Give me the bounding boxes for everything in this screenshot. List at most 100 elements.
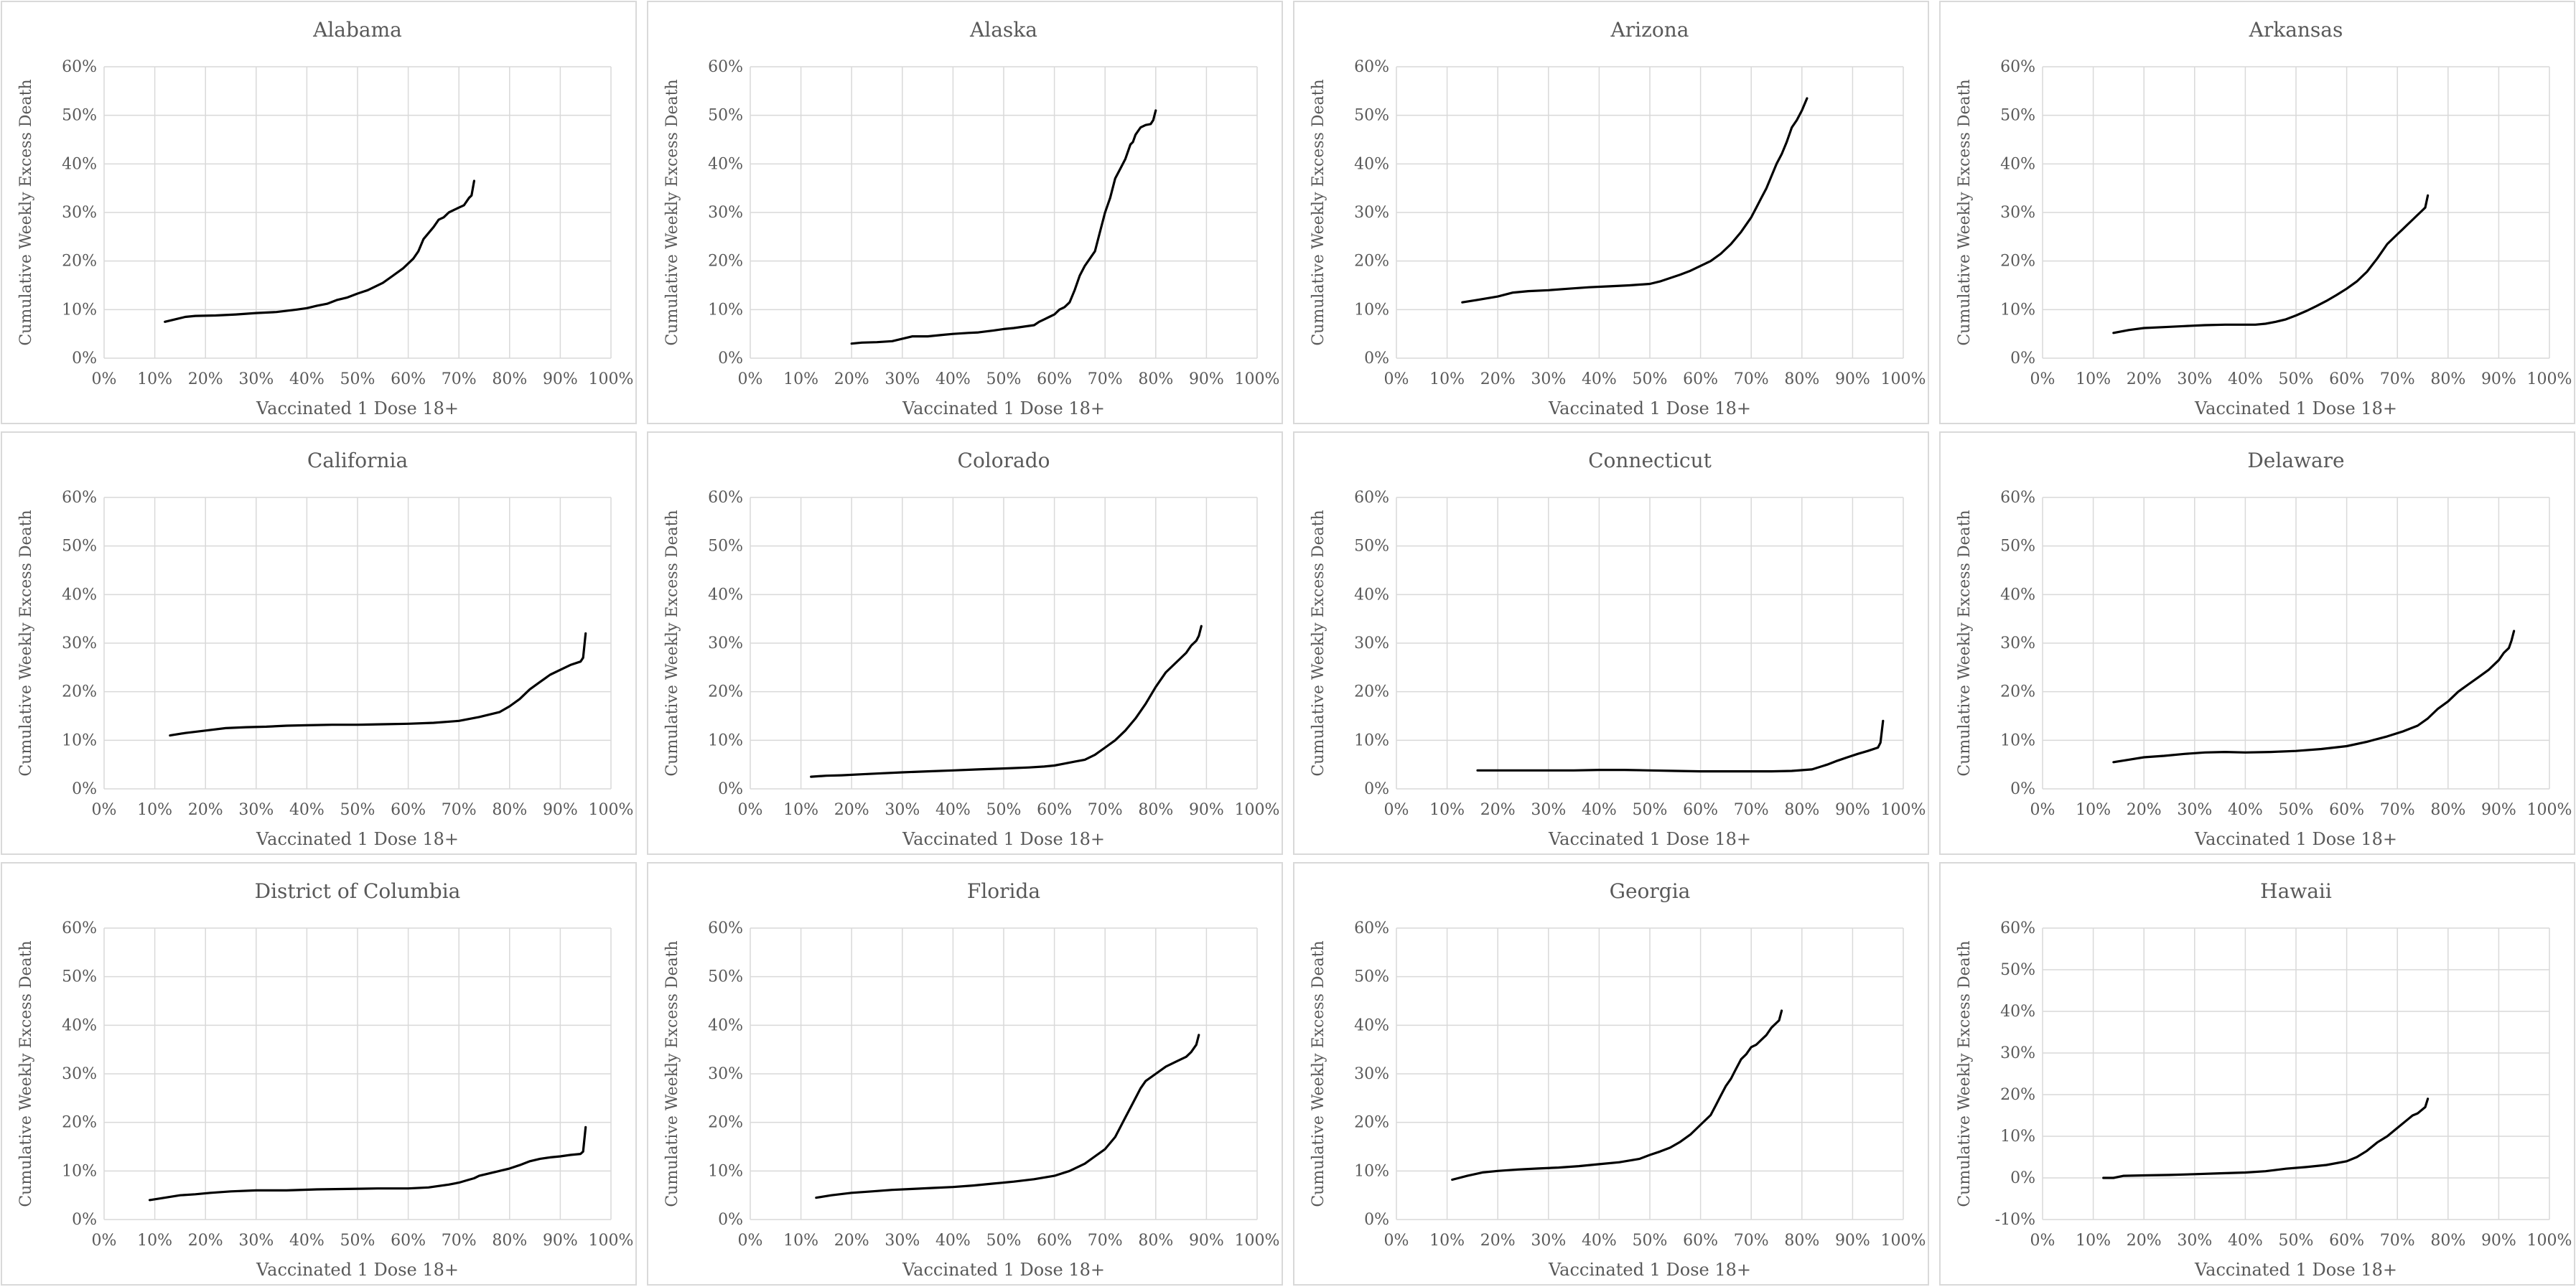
x-tick-label: 50%: [986, 801, 1022, 819]
x-tick-label: 0%: [92, 370, 117, 388]
x-tick-label: 40%: [1582, 1232, 1617, 1250]
x-tick-label: 70%: [442, 801, 477, 819]
chart-svg: Florida 0% 10% 20% 30% 40% 50% 60% 70% 80% 90% 100%…: [663, 879, 1279, 1280]
chart-svg: Delaware 0% 10% 20% 30% 40% 50% 60% 70% 80% 90% 100…: [1956, 449, 2572, 849]
chart-svg: Hawaii 0% 10% 20% 30% 40% 50% 60% 70% 80% 90% 100% -…: [1956, 879, 2572, 1280]
x-tick-label: 20%: [188, 1232, 223, 1250]
x-tick-label: 70%: [442, 370, 477, 388]
y-tick-label: 60%: [1354, 489, 1389, 507]
chart-title: Alabama: [312, 18, 402, 42]
x-tick-label: 30%: [2177, 370, 2212, 388]
x-tick-label: 50%: [1633, 1232, 1668, 1250]
x-tick-label: 40%: [1582, 370, 1617, 388]
y-axis-label: Cumulative Weekly Excess Death: [1310, 510, 1327, 776]
y-tick-label: 0%: [72, 350, 97, 368]
x-axis-label: Vaccinated 1 Dose 18+: [902, 829, 1105, 849]
x-tick-label: 30%: [1531, 370, 1566, 388]
x-tick-label: 10%: [783, 1232, 818, 1250]
x-tick-label: 30%: [238, 801, 274, 819]
x-tick-label: 100%: [1881, 1232, 1926, 1250]
x-tick-label: 30%: [2177, 1232, 2212, 1250]
y-axis-label: Cumulative Weekly Excess Death: [663, 79, 681, 345]
x-tick-label: 30%: [1531, 801, 1566, 819]
chart-svg: Alaska 0% 10% 20% 30% 40% 50% 60% 70% 80% 90% 100% 0…: [663, 18, 1279, 418]
y-tick-label: 60%: [2000, 919, 2035, 937]
y-axis-label: Cumulative Weekly Excess Death: [1956, 510, 1974, 776]
y-axis-label: Cumulative Weekly Excess Death: [663, 940, 681, 1207]
x-tick-label: 40%: [289, 801, 325, 819]
chart-title: Arkansas: [2249, 18, 2343, 42]
x-tick-label: 50%: [2279, 370, 2314, 388]
x-tick-label: 70%: [1088, 1232, 1123, 1250]
x-tick-label: 10%: [137, 370, 172, 388]
y-tick-label: 30%: [708, 635, 743, 652]
y-tick-label: 30%: [708, 204, 743, 222]
chart-title: Florida: [967, 879, 1040, 903]
x-tick-label: 60%: [1683, 370, 1718, 388]
x-tick-label: 10%: [783, 370, 818, 388]
x-tick-label: 50%: [1633, 370, 1668, 388]
y-tick-label: 20%: [2000, 1086, 2035, 1104]
x-tick-label: 100%: [1881, 370, 1926, 388]
x-tick-label: 40%: [935, 1232, 971, 1250]
y-tick-label: 0%: [72, 1211, 97, 1229]
x-tick-label: 30%: [885, 370, 920, 388]
y-tick-label: 40%: [62, 586, 97, 604]
y-tick-label: 20%: [708, 1114, 743, 1132]
x-tick-label: 100%: [589, 370, 634, 388]
y-tick-label: 20%: [1354, 253, 1389, 271]
y-tick-label: 40%: [1354, 155, 1389, 173]
chart-title: California: [307, 449, 408, 472]
x-tick-label: 70%: [442, 1232, 477, 1250]
x-tick-label: 100%: [589, 1232, 634, 1250]
y-tick-label: 50%: [62, 538, 97, 556]
x-tick-label: 0%: [1384, 801, 1409, 819]
series-line: [2112, 630, 2516, 764]
x-tick-label: 90%: [1835, 801, 1870, 819]
y-tick-label: 40%: [708, 586, 743, 604]
x-tick-label: 70%: [1088, 801, 1123, 819]
x-tick-label: 100%: [589, 801, 634, 819]
y-tick-label: 10%: [62, 301, 97, 319]
x-tick-label: 0%: [738, 370, 763, 388]
chart-panel: Hawaii 0% 10% 20% 30% 40% 50% 60% 70% 80% 90% 100% -…: [1939, 862, 2575, 1286]
x-tick-label: 10%: [1429, 801, 1465, 819]
y-tick-label: 10%: [2000, 731, 2035, 749]
y-tick-label: 20%: [2000, 683, 2035, 701]
y-tick-label: 40%: [62, 1016, 97, 1034]
y-tick-label: 60%: [2000, 489, 2035, 507]
y-tick-label: 50%: [2000, 961, 2035, 979]
y-tick-label: 30%: [2000, 635, 2035, 652]
x-tick-label: 0%: [2030, 1232, 2055, 1250]
x-tick-label: 80%: [492, 801, 527, 819]
y-tick-label: 50%: [1354, 538, 1389, 556]
x-axis-label: Vaccinated 1 Dose 18+: [256, 829, 459, 849]
y-tick-label: 20%: [708, 683, 743, 701]
x-tick-label: 0%: [92, 1232, 117, 1250]
y-tick-label: 30%: [1354, 635, 1389, 652]
y-tick-label: 10%: [708, 1162, 743, 1180]
x-tick-label: 80%: [1138, 370, 1173, 388]
y-tick-label: 10%: [62, 731, 97, 749]
x-tick-label: 70%: [1088, 370, 1123, 388]
x-tick-label: 0%: [738, 1232, 763, 1250]
x-axis-label: Vaccinated 1 Dose 18+: [1548, 829, 1751, 849]
x-tick-label: 20%: [188, 801, 223, 819]
x-axis-label: Vaccinated 1 Dose 18+: [256, 1260, 459, 1280]
y-tick-label: 10%: [708, 301, 743, 319]
y-tick-label: 30%: [62, 204, 97, 222]
y-axis-label: Cumulative Weekly Excess Death: [663, 510, 681, 776]
x-tick-label: 30%: [238, 370, 274, 388]
x-tick-label: 30%: [885, 801, 920, 819]
x-tick-label: 20%: [2127, 1232, 2162, 1250]
x-tick-label: 60%: [2329, 801, 2364, 819]
y-tick-label: 40%: [708, 1016, 743, 1034]
chart-svg: California 0% 10% 20% 30% 40% 50% 60% 70% 80% 90% 1…: [17, 449, 634, 849]
x-tick-label: 80%: [1138, 801, 1173, 819]
x-tick-label: 70%: [1734, 370, 1769, 388]
x-tick-label: 60%: [1037, 801, 1072, 819]
x-tick-label: 80%: [2430, 370, 2465, 388]
y-tick-label: 0%: [718, 1211, 743, 1229]
series-line: [810, 624, 1203, 778]
y-tick-label: 20%: [2000, 253, 2035, 271]
